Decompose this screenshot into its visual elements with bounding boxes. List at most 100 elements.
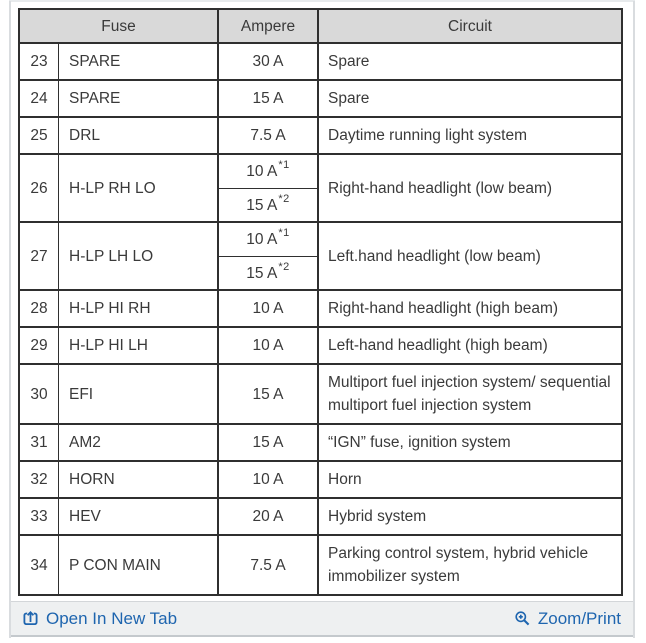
- ampere-text: 7.5 A: [250, 127, 286, 144]
- circuit-description: Spare: [328, 90, 370, 107]
- header-ampere: Ampere: [219, 10, 319, 42]
- fuse-number-cell: 31: [20, 425, 59, 460]
- circuit-description: Right-hand headlight (low beam): [328, 179, 553, 197]
- fuse-number-cell: 28: [20, 291, 59, 326]
- circuit-description: Parking control system, hybrid vehicle i…: [328, 545, 589, 585]
- ampere-footnote-marker: *2: [278, 260, 290, 273]
- table-row: 28 H-LP HI RH 10 A Right-hand headlight …: [20, 291, 621, 328]
- ampere-footnote-marker: *1: [278, 159, 290, 171]
- ampere-cell: 10 A *1 15 A *2: [219, 155, 319, 221]
- ampere-text: 15 A: [252, 385, 284, 403]
- ampere-value: 7.5 A: [219, 536, 317, 594]
- fuse-name: HEV: [69, 508, 101, 525]
- circuit-cell: Hybrid system: [319, 499, 621, 534]
- ampere-cell: 15 A: [219, 425, 319, 460]
- ampere-text: 20 A: [252, 508, 284, 525]
- circuit-cell: Left.hand headlight (low beam): [319, 223, 621, 289]
- fuse-name-cell: P CON MAIN: [59, 536, 219, 594]
- ampere-text: 10 A: [252, 300, 284, 317]
- fuse-number: 28: [30, 300, 48, 317]
- circuit-description: Right-hand headlight (high beam): [328, 300, 559, 317]
- fuse-name-cell: H-LP HI RH: [59, 291, 219, 326]
- ampere-value: 7.5 A: [219, 118, 317, 153]
- table-header-row: Fuse Ampere Circuit: [20, 10, 621, 44]
- circuit-cell: Horn: [319, 462, 621, 497]
- fuse-name: H-LP HI RH: [69, 300, 151, 317]
- fuse-name: P CON MAIN: [69, 556, 161, 574]
- fuse-number-cell: 29: [20, 328, 59, 363]
- table-row: 33 HEV 20 A Hybrid system: [20, 499, 621, 536]
- fuse-number: 32: [30, 471, 48, 488]
- circuit-cell: Spare: [319, 44, 621, 79]
- table-row: 34 P CON MAIN 7.5 A Parking control syst…: [20, 536, 621, 594]
- table-row: 30 EFI 15 A Multiport fuel injection sys…: [20, 365, 621, 425]
- table-row: 24 SPARE 15 A Spare: [20, 81, 621, 118]
- ampere-text: 15 A: [252, 90, 284, 107]
- circuit-cell: Right-hand headlight (high beam): [319, 291, 621, 326]
- ampere-value: 30 A: [219, 44, 317, 79]
- ampere-cell: 7.5 A: [219, 118, 319, 153]
- fuse-number: 24: [30, 90, 48, 107]
- fuse-number: 27: [30, 247, 48, 265]
- ampere-value: 10 A *1: [219, 155, 317, 188]
- ampere-value: 10 A: [219, 462, 317, 497]
- ampere-text: 10 A: [246, 163, 278, 180]
- table-row: 26 H-LP RH LO 10 A *1 15 A *2 Right-hand he…: [20, 155, 621, 223]
- circuit-description: Spare: [328, 53, 370, 70]
- ampere-text: 30 A: [252, 53, 284, 70]
- fuse-name: DRL: [69, 127, 101, 144]
- circuit-cell: Left-hand headlight (high beam): [319, 328, 621, 363]
- fuse-name: SPARE: [69, 90, 121, 107]
- circuit-description: Left.hand headlight (low beam): [328, 247, 541, 265]
- ampere-cell: 15 A: [219, 81, 319, 116]
- circuit-description: Left-hand headlight (high beam): [328, 337, 548, 354]
- zoom-print-link[interactable]: Zoom/Print: [514, 609, 621, 629]
- table-row: 32 HORN 10 A Horn: [20, 462, 621, 499]
- fuse-number-cell: 23: [20, 44, 59, 79]
- fuse-name: H-LP HI LH: [69, 337, 148, 354]
- table-row: 23 SPARE 30 A Spare: [20, 44, 621, 81]
- table-row: 29 H-LP HI LH 10 A Left-hand headlight (…: [20, 328, 621, 365]
- open-in-new-tab-link[interactable]: Open In New Tab: [22, 609, 177, 629]
- fuse-number: 33: [30, 508, 48, 525]
- ampere-cell: 10 A: [219, 462, 319, 497]
- fuse-number-cell: 24: [20, 81, 59, 116]
- ampere-footnote-marker: *2: [278, 192, 290, 205]
- ampere-cell: 10 A: [219, 291, 319, 326]
- fuse-name: HORN: [69, 471, 115, 488]
- ampere-text: 15 A: [246, 264, 278, 282]
- fuse-number-cell: 34: [20, 536, 59, 594]
- fuse-name-cell: EFI: [59, 365, 219, 423]
- table-row: 25 DRL 7.5 A Daytime running light syste…: [20, 118, 621, 155]
- circuit-cell: Right-hand headlight (low beam): [319, 155, 621, 221]
- fuse-number-cell: 27: [20, 223, 59, 289]
- viewer-frame-top: [9, 0, 635, 2]
- ampere-cell: 10 A: [219, 328, 319, 363]
- viewer-footer-bar: Open In New Tab Zoom/Print: [11, 601, 633, 637]
- ampere-value: 15 A: [219, 425, 317, 460]
- circuit-cell: “IGN” fuse, ignition system: [319, 425, 621, 460]
- circuit-description: Hybrid system: [328, 508, 427, 525]
- ampere-cell: 7.5 A: [219, 536, 319, 594]
- ampere-cell: 20 A: [219, 499, 319, 534]
- fuse-number: 26: [30, 179, 48, 197]
- fuse-name-cell: AM2: [59, 425, 219, 460]
- fuse-name-cell: HORN: [59, 462, 219, 497]
- ampere-value: 10 A: [219, 328, 317, 363]
- fuse-name: EFI: [69, 385, 94, 403]
- fuse-number-cell: 26: [20, 155, 59, 221]
- fuse-number-cell: 30: [20, 365, 59, 423]
- ampere-text: 10 A: [252, 471, 284, 488]
- circuit-cell: Parking control system, hybrid vehicle i…: [319, 536, 621, 594]
- circuit-cell: Spare: [319, 81, 621, 116]
- fuse-name-cell: SPARE: [59, 44, 219, 79]
- fuse-number: 29: [30, 337, 48, 354]
- fuse-number: 31: [30, 434, 48, 451]
- open-in-new-tab-icon: [22, 610, 39, 627]
- ampere-text: 7.5 A: [250, 556, 286, 574]
- ampere-text: 15 A: [246, 196, 278, 214]
- open-in-new-tab-label: Open In New Tab: [46, 608, 178, 628]
- fuse-table: Fuse Ampere Circuit 23 SPARE 30 A Spare …: [18, 8, 623, 596]
- circuit-description: Horn: [328, 471, 362, 488]
